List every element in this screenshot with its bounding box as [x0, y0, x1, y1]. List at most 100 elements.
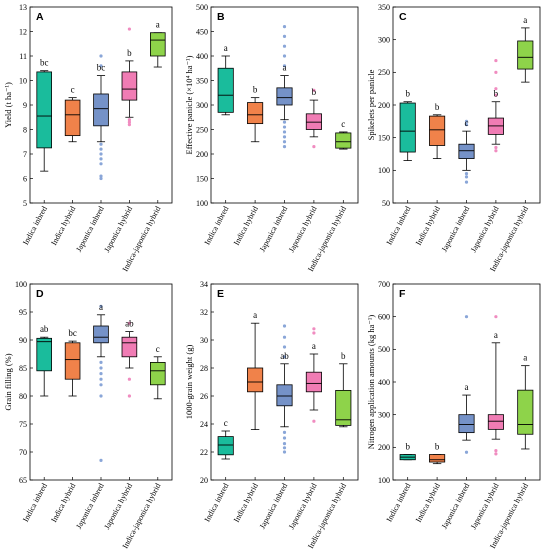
outlier-point	[282, 130, 287, 134]
panel-letter: D	[36, 288, 44, 300]
outlier-point	[494, 315, 498, 319]
category-label: Japonica hybrid	[469, 482, 501, 531]
outlier-point	[282, 355, 287, 359]
box-body	[305, 113, 322, 130]
box-body	[335, 132, 352, 149]
y-tick-label: 20	[200, 476, 208, 485]
box-5: c	[335, 119, 352, 150]
box-5: a	[150, 20, 166, 68]
y-tick-label: 28	[200, 364, 208, 373]
outlier-point	[312, 145, 316, 149]
box-body	[93, 325, 109, 344]
outlier-point	[99, 383, 103, 387]
box-body	[36, 71, 52, 149]
outlier-point	[99, 54, 103, 58]
box-body	[458, 414, 475, 434]
outlier-point	[282, 140, 287, 144]
outlier-point	[464, 119, 469, 123]
category-label: Japonica inbred	[258, 205, 290, 254]
significance-letter: b	[435, 102, 440, 112]
y-tick-label: 70	[19, 448, 27, 457]
outlier-point	[127, 321, 131, 325]
significance-letter: c	[224, 418, 228, 428]
y-tick-label: 350	[196, 76, 208, 85]
box-2: a	[247, 310, 264, 431]
box-body	[36, 337, 52, 372]
y-tick-label: 65	[19, 476, 27, 485]
outlier-point	[99, 304, 103, 308]
box-body	[150, 32, 166, 57]
category-label: Indica inbred	[203, 205, 231, 247]
outlier-point	[127, 394, 131, 398]
outlier-point	[99, 366, 103, 370]
box-body	[276, 384, 293, 407]
box-3: a	[93, 302, 109, 462]
significance-letter: a	[99, 302, 103, 312]
outlier-point	[127, 120, 131, 124]
outlier-point	[127, 123, 131, 127]
outlier-point	[99, 377, 103, 381]
category-label: Indica hybrid	[414, 482, 442, 524]
panel-letter: E	[217, 288, 224, 300]
y-tick-label: 95	[19, 308, 27, 317]
outlier-point	[312, 331, 316, 335]
significance-letter: bc	[68, 328, 77, 338]
significance-letter: bc	[40, 58, 49, 68]
box-1: c	[217, 418, 234, 460]
y-tick-label: 300	[378, 35, 390, 44]
y-tick-label: 100	[196, 199, 208, 208]
category-label: Indica hybrid	[414, 205, 442, 247]
y-tick-label: 85	[19, 364, 27, 373]
y-tick-label: 150	[196, 174, 208, 183]
outlier-point	[282, 442, 287, 446]
y-axis-label: Spikelets per panicle	[366, 69, 376, 140]
box-body	[121, 71, 138, 101]
y-tick-label: 80	[19, 392, 27, 401]
significance-letter: a	[224, 43, 228, 53]
y-tick-label: 24	[200, 420, 208, 429]
box-4: ab	[121, 319, 138, 398]
panel-e: 20 22 24 26 28 30 32 34 1000-grain weight (g) E In…	[184, 280, 359, 550]
significance-letter: a	[465, 382, 469, 392]
box-body	[247, 367, 264, 393]
panel-letter: A	[36, 11, 44, 23]
significance-letter: b	[494, 89, 499, 99]
outlier-point	[127, 27, 131, 31]
y-tick-label: 500	[378, 345, 390, 354]
y-tick-label: 13	[19, 3, 27, 12]
outlier-point	[282, 145, 287, 149]
box-body	[305, 371, 322, 393]
outlier-point	[282, 345, 287, 349]
significance-letter: b	[405, 442, 410, 452]
y-tick-label: 350	[378, 3, 390, 12]
outlier-point	[464, 123, 469, 127]
box-body	[335, 389, 352, 426]
outlier-point	[282, 44, 287, 48]
y-tick-label: 5	[23, 199, 27, 208]
outlier-point	[99, 147, 103, 151]
outlier-point	[464, 172, 469, 176]
outlier-point	[282, 135, 287, 139]
y-tick-label: 10	[19, 76, 27, 85]
category-label: Indica hybrid	[232, 205, 260, 247]
y-tick-label: 300	[196, 101, 208, 110]
significance-letter: ab	[125, 319, 134, 329]
category-label: Indica inbred	[21, 482, 49, 524]
y-tick-label: 200	[378, 443, 390, 452]
significance-letter: a	[494, 330, 498, 340]
category-label: Indica hybrid	[232, 482, 260, 524]
y-tick-label: 6	[23, 174, 27, 183]
significance-letter: a	[523, 353, 527, 363]
significance-letter: a	[283, 63, 287, 73]
outlier-point	[282, 430, 287, 434]
box-5: b	[335, 351, 352, 428]
significance-letter: b	[405, 89, 410, 99]
box-body	[247, 102, 264, 125]
category-label: Japonica hybrid	[102, 205, 134, 254]
category-label: Japonica inbred	[74, 205, 106, 254]
box-1: bc	[36, 58, 52, 172]
panel-letter: F	[399, 288, 406, 300]
outlier-point	[99, 458, 103, 462]
y-tick-label: 90	[19, 336, 27, 345]
